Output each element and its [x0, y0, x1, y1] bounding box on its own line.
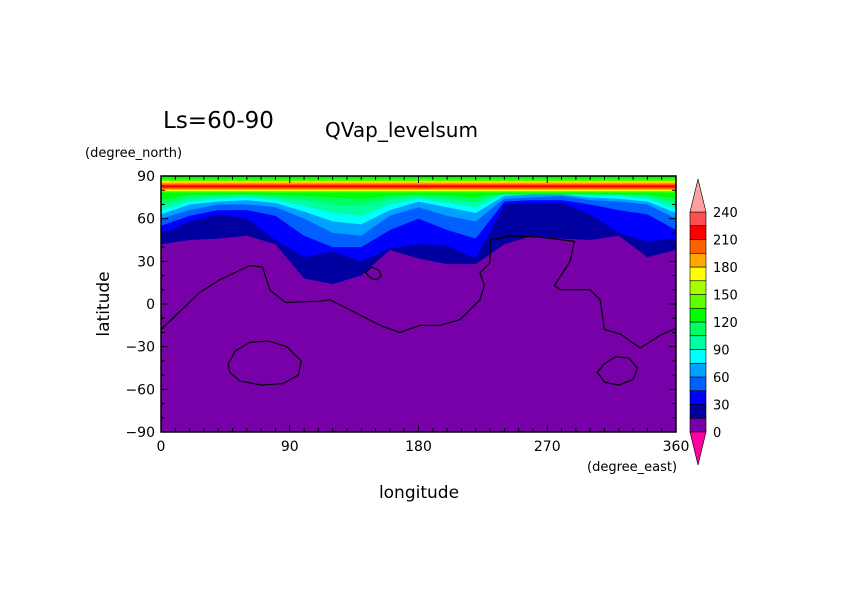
y-unit-label: (degree_north): [85, 146, 182, 161]
colorbar-label: 210: [713, 234, 738, 249]
y-tick-label: −30: [125, 340, 155, 356]
chart-title: QVap_levelsum: [325, 118, 478, 142]
colorbar-box-75: [689, 349, 707, 364]
polar-band-210: [161, 185, 676, 188]
colorbar-label: 150: [713, 289, 738, 304]
colorbar-label: 90: [713, 344, 730, 359]
colorbar-box-180: [689, 252, 707, 268]
colorbar-box-195: [689, 239, 707, 254]
colorbar-box-105: [689, 321, 707, 337]
contour-line-1: [227, 340, 302, 386]
colorbar-box-90: [689, 335, 707, 350]
plot-area: [160, 176, 677, 432]
colorbar-box-120: [689, 307, 707, 323]
colorbar-label: 180: [713, 261, 738, 276]
x-tick-label: 360: [663, 439, 690, 455]
colorbar-box-30: [689, 390, 707, 405]
y-tick-label: −90: [125, 425, 155, 441]
y-tick-label: 0: [146, 297, 155, 313]
contour-line-2: [596, 356, 639, 386]
colorbar-box-0: [689, 417, 707, 433]
colorbar-box-225: [689, 211, 707, 227]
colorbar-label: 60: [713, 371, 730, 386]
colorbar-label: 120: [713, 316, 738, 331]
colorbar-under-triangle: [689, 431, 707, 466]
x-tick-label: 180: [405, 439, 432, 455]
contour-line-3: [364, 266, 383, 281]
colorbar-over-triangle: [689, 178, 707, 213]
y-tick-label: 60: [137, 212, 155, 228]
colorbar-box-210: [689, 225, 707, 240]
colorbar: 0 30 60 90 120 150 180 210 240: [689, 178, 738, 466]
colorbar-box-45: [689, 376, 707, 392]
y-tick-label: 30: [137, 254, 155, 270]
y-tick-label: −60: [125, 382, 155, 398]
colorbar-box-165: [689, 266, 707, 282]
x-axis-label: longitude: [379, 483, 459, 503]
contour-line-0: [160, 235, 677, 349]
axes: 0 90 180 270 360 −90 −60 −30 0 30 60 90: [125, 169, 689, 455]
x-unit-label: (degree_east): [587, 460, 677, 475]
colorbar-label: 240: [713, 206, 738, 221]
colorbar-box-150: [689, 280, 707, 295]
colorbar-label: 30: [713, 399, 730, 414]
x-tick-label: 90: [281, 439, 299, 455]
x-tick-label: 270: [534, 439, 561, 455]
colorbar-box-135: [689, 294, 707, 309]
colorbar-box-60: [689, 362, 707, 378]
chart-subtitle: Ls=60-90: [163, 108, 274, 134]
colorbar-label: 0: [713, 426, 721, 441]
colorbar-box-15: [689, 404, 707, 419]
y-tick-label: 90: [137, 169, 155, 185]
y-axis-label: latitude: [94, 271, 114, 336]
x-tick-label: 0: [157, 439, 166, 455]
